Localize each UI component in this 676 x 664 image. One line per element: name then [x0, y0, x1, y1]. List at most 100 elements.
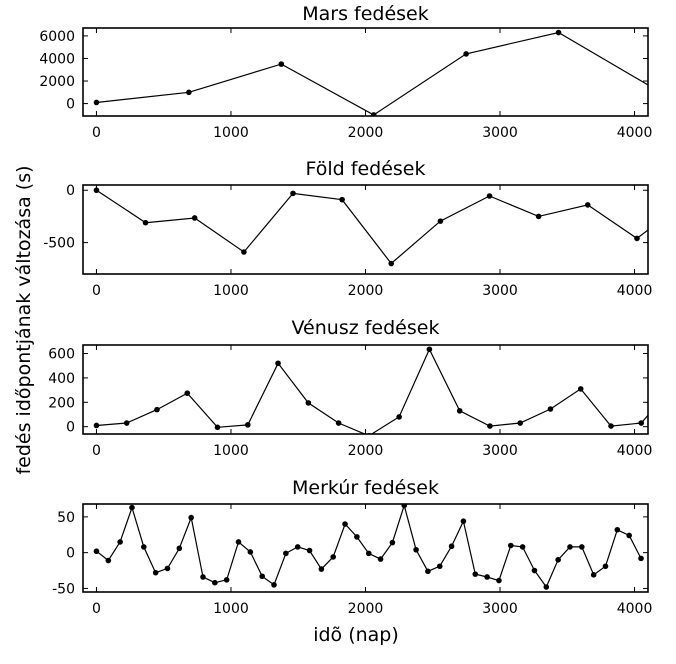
- x-tick-label: 4000: [617, 443, 653, 459]
- chart-panel-1: Mars fedések 0 1000 2000 3000 4000 0 2000 4000 60…: [39, 3, 654, 141]
- data-point: [638, 555, 644, 562]
- data-point: [425, 568, 431, 575]
- chart-panel-4: Merkúr fedések 0 1000 2000 3000 4000 50 0 -50: [52, 477, 652, 617]
- x-tick-label: 3000: [482, 443, 518, 459]
- data-point: [93, 422, 100, 429]
- data-point: [93, 99, 100, 106]
- data-point: [186, 89, 192, 96]
- data-point: [105, 557, 112, 564]
- data-point: [535, 213, 542, 220]
- y-tick-label: 0: [66, 183, 75, 199]
- data-point: [486, 193, 493, 199]
- data-point: [142, 219, 149, 226]
- data-point: [567, 544, 573, 550]
- y-tick-label: 600: [48, 347, 75, 363]
- plot-frame: [82, 27, 649, 117]
- data-point: [577, 386, 584, 392]
- chart-panel-3: Vénusz fedések 0 1000 2000 3000 4000 0 200 400 60…: [48, 317, 665, 459]
- x-tick-label: 2000: [348, 125, 384, 141]
- y-tick-label: 0: [66, 546, 75, 562]
- data-point: [306, 547, 313, 554]
- x-tick-label: 1000: [213, 283, 249, 299]
- series-group: [93, 504, 644, 590]
- data-point: [638, 420, 645, 426]
- data-point: [608, 423, 614, 429]
- data-point: [401, 504, 408, 509]
- data-point: [555, 29, 562, 36]
- x-tick-label: 2000: [348, 601, 384, 617]
- series-group: [93, 346, 665, 434]
- data-point: [507, 542, 514, 549]
- series-group: [93, 187, 648, 267]
- data-point: [547, 406, 554, 412]
- data-point: [290, 190, 296, 197]
- data-point: [659, 397, 665, 403]
- data-point: [241, 249, 247, 255]
- data-point: [164, 565, 171, 572]
- y-tick-label: 400: [48, 371, 75, 387]
- data-point: [590, 572, 597, 578]
- data-point: [517, 420, 524, 426]
- data-point: [634, 235, 640, 242]
- plot-frame: [82, 184, 649, 275]
- chart-title: Mars fedések: [302, 3, 429, 25]
- data-point: [259, 573, 265, 580]
- data-point: [365, 550, 372, 557]
- x-tick-label: 0: [92, 283, 101, 299]
- data-point: [388, 260, 394, 267]
- x-tick-label: 4000: [617, 283, 653, 299]
- data-point: [370, 112, 377, 116]
- data-point: [614, 526, 621, 533]
- data-point: [472, 571, 479, 577]
- data-point: [436, 563, 443, 570]
- data-point: [330, 554, 337, 560]
- data-point: [93, 548, 100, 555]
- series-line: [96, 347, 648, 434]
- data-point: [184, 390, 191, 396]
- x-tick-label: 3000: [482, 601, 518, 617]
- data-point: [342, 521, 348, 527]
- data-point: [448, 543, 455, 550]
- data-point: [200, 574, 206, 580]
- series-line: [96, 31, 648, 116]
- x-tick-label: 2000: [348, 443, 384, 459]
- data-point: [278, 61, 285, 67]
- data-point: [214, 424, 221, 431]
- data-point: [93, 187, 100, 194]
- data-point: [437, 218, 444, 224]
- data-point: [519, 544, 526, 550]
- y-tick-label: 50: [57, 510, 75, 526]
- data-point: [271, 582, 277, 588]
- data-point: [247, 549, 254, 555]
- x-tick-label: 4000: [617, 601, 653, 617]
- data-point: [584, 202, 591, 208]
- x-tick-label: 0: [92, 601, 101, 617]
- y-tick-label: 2000: [39, 74, 75, 90]
- data-point: [191, 215, 198, 221]
- y-tick-label: 6000: [39, 29, 75, 45]
- data-point: [413, 546, 419, 553]
- data-point: [339, 196, 345, 203]
- y-tick-label: 0: [66, 420, 75, 436]
- data-point: [456, 408, 463, 414]
- plot-frame: [82, 344, 649, 435]
- data-point: [487, 423, 493, 429]
- y-tick-label: 200: [48, 395, 75, 411]
- y-axis-label: fedés időpontjának változása (s): [13, 165, 35, 474]
- x-tick-label: 0: [92, 443, 101, 459]
- x-tick-label: 4000: [617, 125, 653, 141]
- x-tick-label: 3000: [482, 283, 518, 299]
- chart-title: Föld fedések: [306, 158, 426, 180]
- data-point: [235, 539, 242, 545]
- chart-title: Vénusz fedések: [292, 317, 440, 339]
- data-point: [223, 577, 230, 583]
- data-point: [648, 84, 654, 90]
- data-point: [154, 406, 160, 413]
- y-tick-label: -500: [43, 236, 75, 252]
- data-point: [463, 51, 469, 57]
- series-group: [93, 29, 654, 116]
- y-tick-label: 0: [66, 97, 75, 113]
- data-point: [626, 532, 632, 539]
